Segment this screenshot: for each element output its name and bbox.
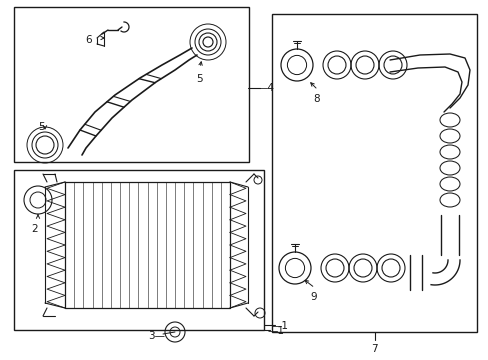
Text: —1: —1 [267, 326, 285, 336]
Text: —1: —1 [271, 321, 288, 331]
Bar [14, 7, 248, 162]
Bar [14, 170, 264, 330]
Text: —4: —4 [258, 83, 274, 93]
Text: 5: 5 [196, 74, 202, 84]
Text: 5: 5 [38, 122, 44, 132]
Text: 8: 8 [312, 94, 319, 104]
Text: 6: 6 [85, 35, 91, 45]
Text: 3—: 3— [148, 331, 164, 341]
Text: 7: 7 [370, 344, 377, 354]
Text: 9: 9 [309, 292, 316, 302]
Bar [271, 14, 476, 332]
Text: 2: 2 [31, 224, 38, 234]
